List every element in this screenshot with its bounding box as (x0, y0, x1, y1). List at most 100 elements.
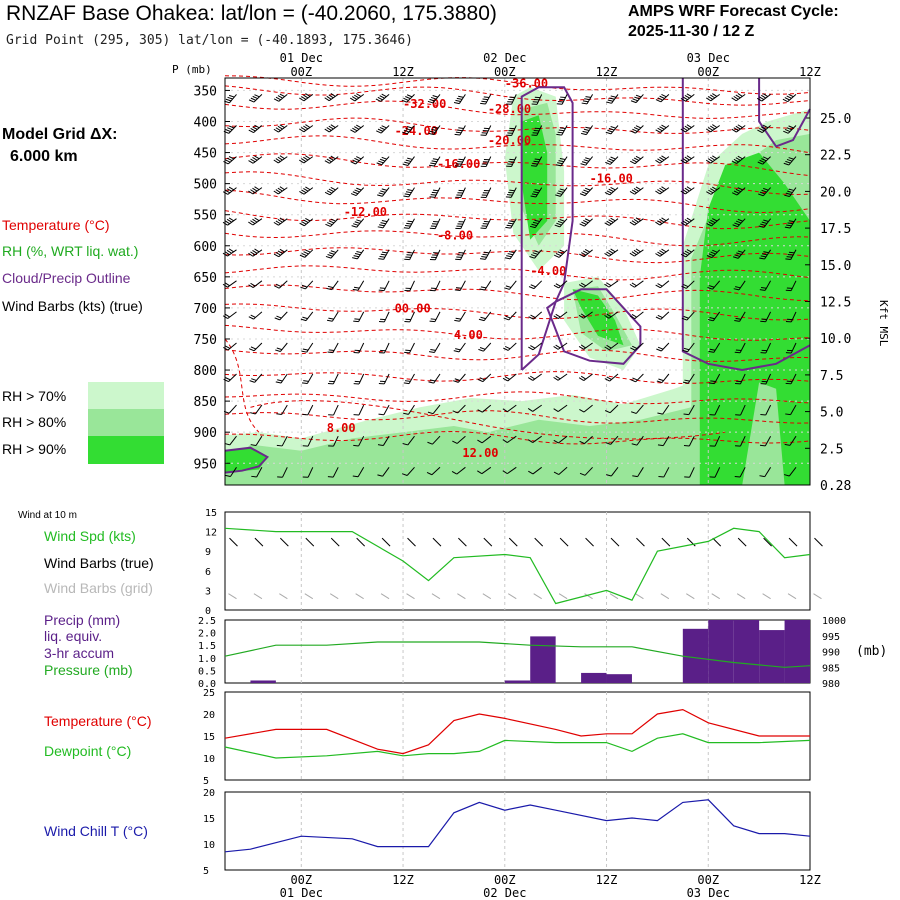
wind-barb-grid (406, 593, 415, 600)
bottom-time-tick: 00Z (697, 873, 719, 887)
precip-tick: 0.5 (198, 666, 216, 677)
rh-swatch-90 (88, 436, 164, 464)
wind-barb (553, 435, 568, 444)
temperature-contour (224, 338, 260, 433)
wind-barb (454, 280, 466, 291)
pressure-tick-label: 400 (194, 115, 217, 130)
wind-barb (680, 155, 695, 164)
forecast-cycle-label: AMPS WRF Forecast Cycle: (628, 3, 839, 20)
wind-barb (527, 373, 542, 381)
wind-barb-true (407, 537, 416, 547)
wind-barb (325, 249, 339, 259)
page-title: RNZAF Base Ohakea: lat/lon = (-40.2060, … (6, 2, 497, 25)
wind-barb (655, 217, 670, 226)
bottom-date-label: 03 Dec (687, 886, 730, 900)
wind-barb-grid (304, 593, 314, 600)
dewpoint-series (224, 733, 811, 759)
wind-barb (731, 155, 746, 164)
wind-barb (732, 187, 746, 196)
cloud-outline-lowerleft (224, 446, 269, 474)
wind-barb (630, 155, 644, 165)
wind-barb (378, 311, 390, 323)
wind-barb (556, 125, 568, 136)
temperature-contour-label: -4.00 (530, 264, 566, 278)
model-grid-value: 6.000 km (10, 148, 78, 165)
pressure-tick-label: 700 (194, 302, 217, 317)
wind-barb (429, 280, 441, 292)
wind-barb (578, 342, 593, 350)
windchill-panel-frame (224, 791, 811, 871)
bottom-date-label: 02 Dec (483, 886, 526, 900)
wind-barb (480, 156, 492, 168)
wind-barb (604, 373, 619, 382)
temperature-contour (224, 85, 811, 106)
wind-barb (428, 125, 441, 136)
wind-barb (527, 404, 542, 412)
wind-barb (784, 435, 797, 446)
temp-tick: 5 (203, 776, 209, 787)
wind-barb (302, 435, 314, 447)
temperature-contour-label: -28.00 (488, 102, 531, 116)
wind-barb (784, 218, 797, 229)
wind-barb (630, 342, 644, 351)
wind-barb (554, 249, 568, 258)
wind-barb-grid (660, 593, 670, 600)
wind-barb (477, 466, 492, 475)
wind-barb (629, 311, 644, 320)
pressure-tick-label: 650 (194, 271, 217, 286)
wind-barb (553, 373, 568, 381)
wind-barb (223, 404, 237, 414)
wind-barb (784, 187, 797, 197)
wind-barb (629, 248, 644, 257)
wind-barb-true (712, 537, 722, 547)
wind-barb-grid (635, 593, 644, 600)
wind-speed-tick: 9 (205, 547, 211, 558)
wind-barb (328, 435, 339, 447)
temperature-series (224, 708, 810, 755)
height-tick-label: 10.0 (820, 332, 851, 347)
wind-barb (248, 311, 263, 320)
wind-barb (528, 342, 543, 351)
wind-barb (429, 311, 441, 323)
wind-barb (604, 248, 619, 257)
wind-barb (578, 311, 593, 319)
pressure-tick: 985 (822, 663, 840, 674)
top-time-tick: 12Z (392, 65, 414, 79)
wind-barb (403, 218, 415, 229)
precip-label: Precip (mm) (44, 612, 121, 628)
pressure-tick-label: 500 (194, 178, 217, 193)
pressure-label: Pressure (mb) (44, 662, 133, 678)
wind-barb-grid (787, 593, 797, 600)
wind-barb (455, 187, 466, 199)
model-grid-label: Model Grid ΔX: (2, 126, 118, 143)
wind-barb-grid (736, 593, 746, 600)
wind-barb (528, 280, 543, 290)
height-tick-label: 15.0 (820, 259, 851, 274)
wind-barb (630, 94, 644, 104)
wind-barb (351, 218, 365, 228)
wind-barb (403, 187, 415, 198)
temperature-contour-label: -20.00 (488, 133, 531, 147)
pressure-tick: 990 (822, 648, 840, 659)
rh-swatch-70 (88, 382, 164, 409)
wind-barb (377, 218, 390, 229)
wind-speed-tick: 0 (205, 606, 211, 617)
wind-barb (275, 373, 288, 384)
wind-barb (223, 156, 237, 165)
wind-barb-grid (457, 593, 466, 600)
wind-barb (427, 94, 441, 104)
precip-tick: 2.0 (198, 629, 216, 640)
wind-barb (760, 311, 772, 323)
wind-barb (783, 466, 797, 477)
wind-barb (427, 404, 441, 415)
wind-barb (353, 435, 365, 447)
wind-barb (553, 466, 568, 475)
wind-barb (248, 124, 263, 134)
wind-barb (734, 467, 746, 478)
wind-barb (324, 155, 339, 164)
wind-barb (705, 93, 720, 102)
wind-barb (479, 280, 492, 291)
wind-barb (707, 311, 721, 322)
wind-barb (655, 186, 670, 195)
wind-barb-true (814, 537, 823, 547)
